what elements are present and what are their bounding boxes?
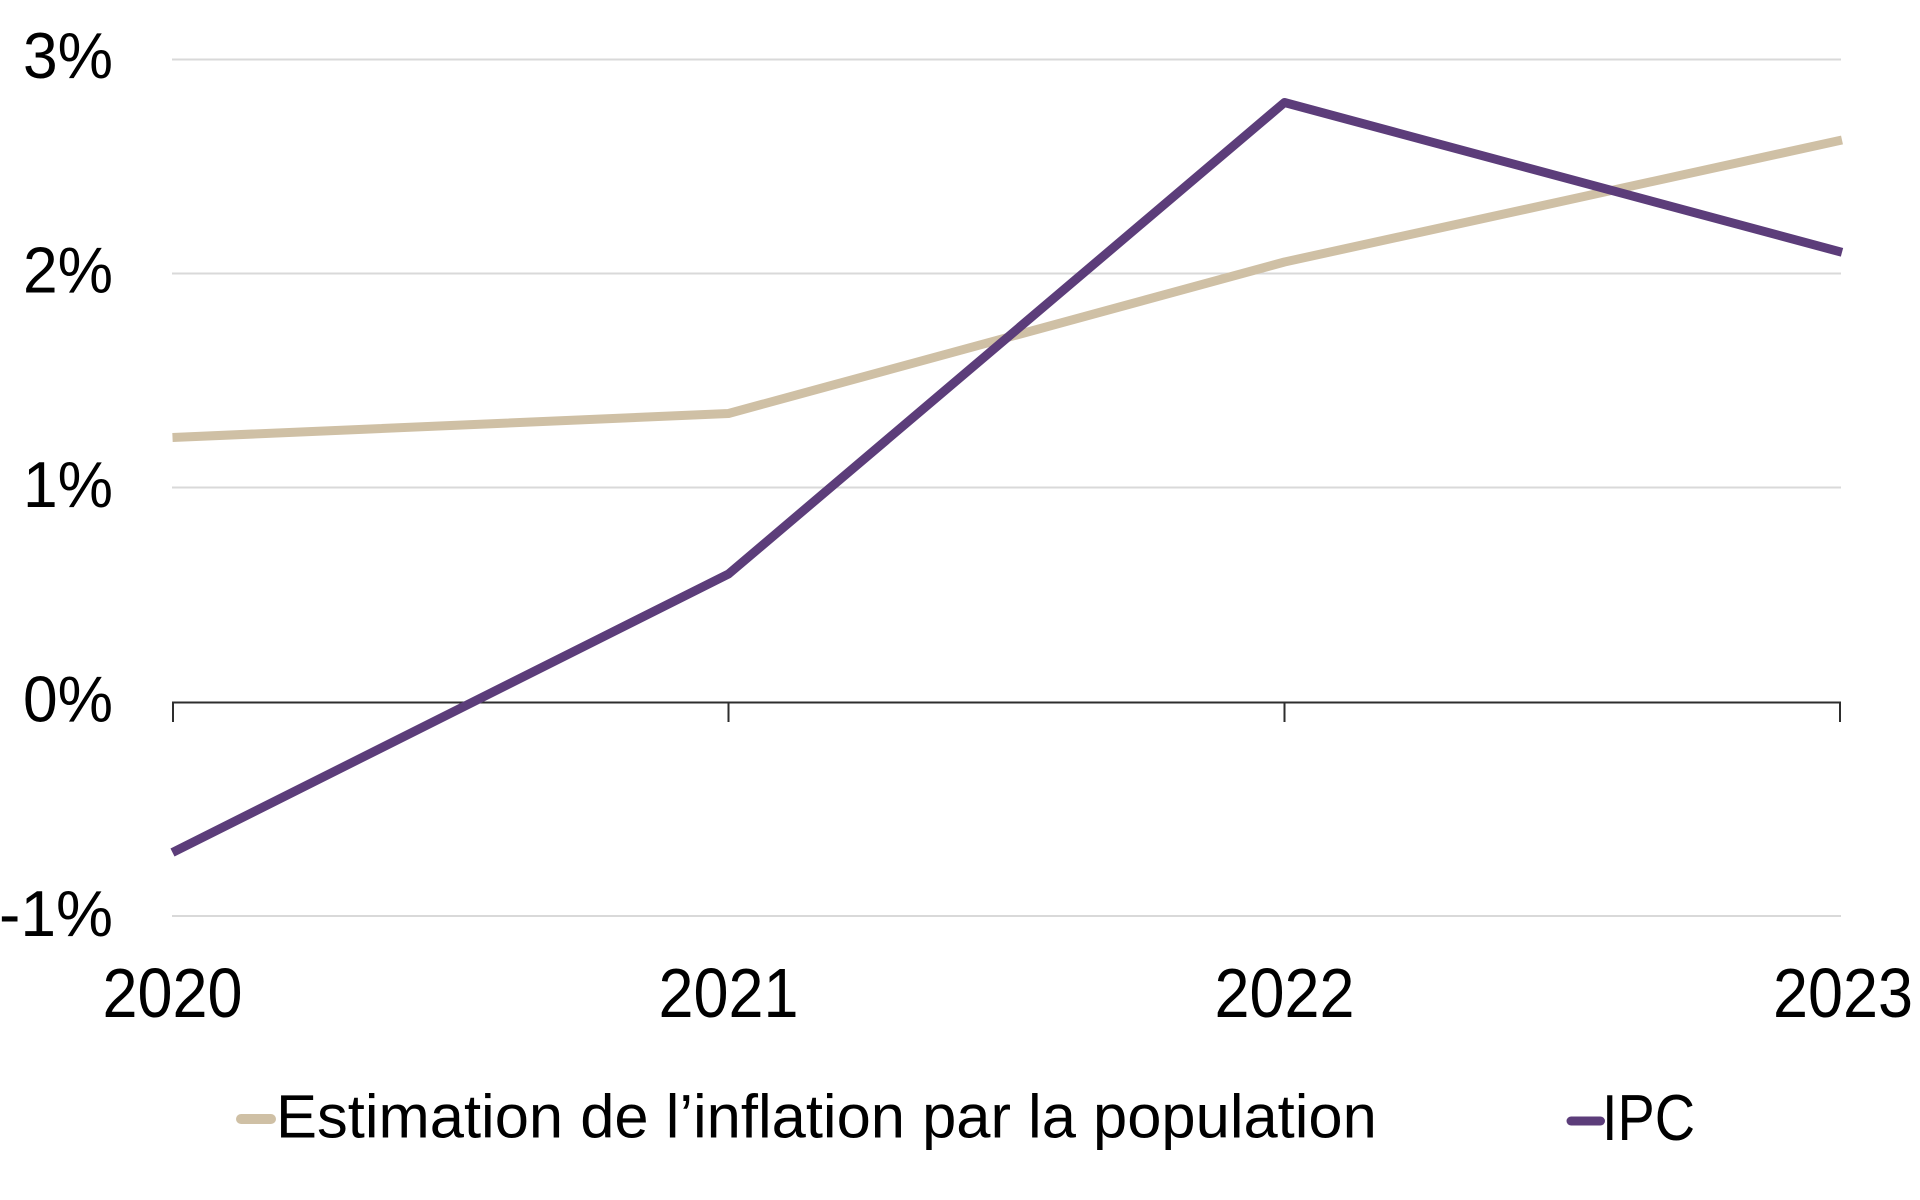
svg-text:2021: 2021 [659, 954, 799, 1032]
svg-text:IPC: IPC [1602, 1081, 1695, 1154]
svg-text:1%: 1% [23, 448, 113, 521]
svg-text:-1%: -1% [0, 877, 113, 950]
svg-text:Estimation de l’inflation par: Estimation de l’inflation par la populat… [276, 1083, 1377, 1152]
svg-text:2022: 2022 [1215, 954, 1355, 1032]
svg-text:2%: 2% [23, 234, 113, 307]
svg-text:2023: 2023 [1773, 954, 1913, 1032]
svg-text:0%: 0% [23, 663, 113, 736]
svg-text:3%: 3% [23, 19, 113, 92]
svg-text:2020: 2020 [103, 954, 243, 1032]
